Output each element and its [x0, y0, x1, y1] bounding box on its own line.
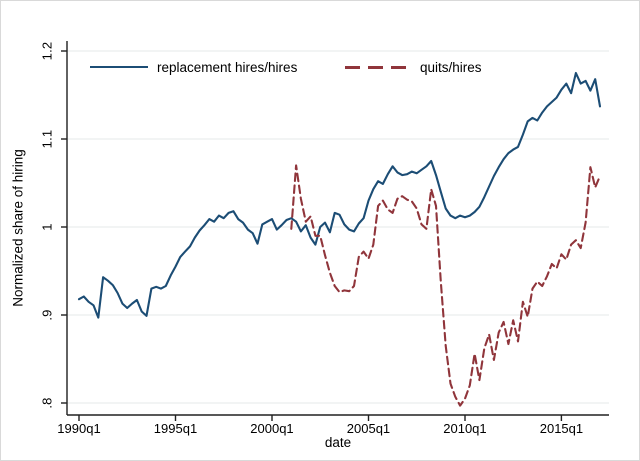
legend-item-quits: quits/hires — [345, 59, 482, 75]
y-tick-label: 1 — [39, 223, 55, 231]
y-tick-label: .8 — [39, 397, 55, 409]
x-tick-label: 1990q1 — [57, 421, 101, 436]
y-tick-label: 1.2 — [39, 41, 55, 61]
legend-item-replacement-hires: replacement hires/hires — [90, 59, 297, 75]
y-tick-label: .9 — [39, 309, 55, 321]
x-axis-title: date — [324, 435, 352, 450]
legend-label-replacement-hires: replacement hires/hires — [157, 59, 298, 75]
series-line-replacement-hires — [77, 71, 602, 319]
series-line-quits — [290, 164, 602, 407]
legend-line-sample-solid-icon — [90, 65, 148, 69]
legend-label-quits: quits/hires — [420, 59, 482, 75]
x-tick-label: 2015q1 — [539, 421, 584, 436]
x-tick-label: 2000q1 — [250, 421, 294, 436]
x-tick-label: 2010q1 — [443, 421, 487, 436]
legend-line-sample-dashed-icon — [345, 65, 411, 69]
y-tick-label: 1.1 — [39, 129, 55, 149]
x-tick-label: 2005q1 — [346, 421, 391, 436]
x-tick-label: 1995q1 — [153, 421, 198, 436]
y-axis-title: Normalized share of hiring — [10, 149, 26, 307]
